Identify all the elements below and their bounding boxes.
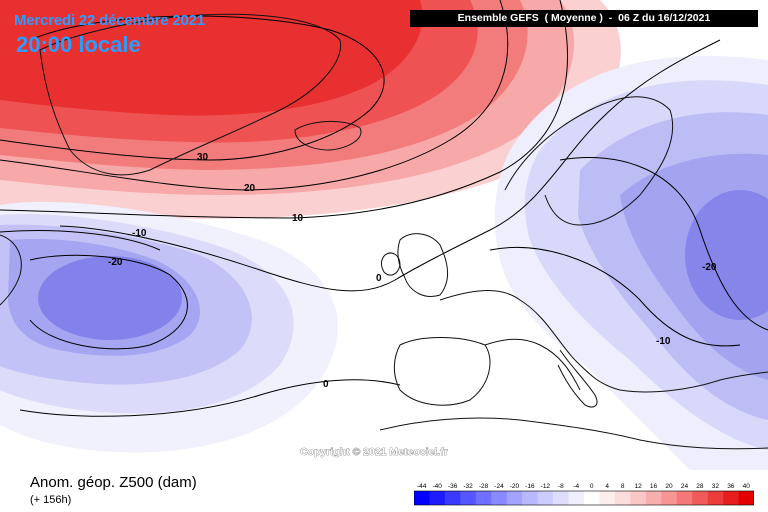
- legend-swatch: [707, 491, 724, 505]
- legend-tick-label: -36: [448, 483, 458, 490]
- contour-lines: [0, 0, 768, 417]
- legend-tick-label: -12: [541, 483, 551, 490]
- legend-swatch: [522, 491, 538, 505]
- contour-labels: 30 20 10 0 -10 -20 -20 -10 0: [108, 152, 717, 390]
- contour-label: 20: [244, 183, 256, 194]
- legend-tick-label: -40: [432, 483, 442, 490]
- forecast-date: Mercredi 22 décembre 2021: [14, 12, 205, 29]
- legend-tick-label: -4: [573, 483, 579, 490]
- legend-swatch: [414, 491, 430, 505]
- legend-tick-label: -16: [525, 483, 535, 490]
- legend-swatch: [429, 491, 446, 505]
- legend-border: [414, 490, 754, 506]
- coastlines: [0, 13, 768, 450]
- color-scale-legend: -44 -40 -36 -32 -28 -24 -20 -16 -12 -8 -4 0 4 8 12 16 20…: [414, 483, 754, 506]
- contour-label: 0: [376, 273, 382, 284]
- legend-tick-label: 24: [681, 483, 689, 490]
- contour-label: -10: [656, 336, 671, 347]
- legend-swatch: [491, 491, 508, 505]
- anomaly-map: 30 20 10 0 -10 -20 -20 -10 0: [0, 0, 768, 470]
- legend-swatch: [568, 491, 585, 505]
- legend-swatch: [537, 491, 554, 505]
- legend-swatch: [614, 491, 631, 505]
- legend-tick-label: -8: [558, 483, 564, 490]
- contour-label: -10: [132, 228, 147, 239]
- legend-tick-label: -24: [494, 483, 504, 490]
- legend-swatch: [692, 491, 708, 505]
- legend-tick-label: 8: [621, 483, 625, 490]
- legend-tick-label: 28: [696, 483, 704, 490]
- legend-tick-label: 4: [605, 483, 609, 490]
- parameter-label: Anom. géop. Z500 (dam): [30, 474, 197, 491]
- legend-tick-label: -32: [463, 483, 473, 490]
- forecast-time: 20:00 locale: [16, 32, 141, 57]
- legend-swatch: [676, 491, 693, 505]
- copyright-watermark: Copyright © 2021 Meteociel.fr: [300, 446, 448, 458]
- contour-label: 10: [292, 213, 304, 224]
- contour-label: -20: [702, 262, 717, 273]
- legend-tick-label: -20: [510, 483, 520, 490]
- legend-tick-label: 40: [743, 483, 751, 490]
- legend-swatch: [475, 491, 492, 505]
- legend-swatch: [444, 491, 461, 505]
- legend-swatch: [553, 491, 569, 505]
- legend-swatch: [599, 491, 616, 505]
- legend-tick-label: -28: [479, 483, 489, 490]
- legend-swatch: [506, 491, 523, 505]
- legend-tick-label: 36: [727, 483, 735, 490]
- legend-tick-label: 32: [712, 483, 720, 490]
- contour-label: -20: [108, 257, 123, 268]
- legend-swatch: [661, 491, 678, 505]
- legend-swatch: [630, 491, 647, 505]
- legend-tick-label: 12: [634, 483, 642, 490]
- legend-tick-label: 0: [590, 483, 594, 490]
- legend-swatch: [584, 491, 600, 505]
- legend-swatch: [460, 491, 477, 505]
- run-info-banner: Ensemble GEFS ( Moyenne ) - 06 Z du 16/1…: [410, 10, 758, 27]
- negative-anomaly-west: [0, 201, 338, 453]
- contour-label: 30: [197, 152, 209, 163]
- legend-swatch: [723, 491, 739, 505]
- legend-swatch: [738, 491, 754, 505]
- lead-time-label: (+ 156h): [30, 494, 72, 506]
- contour-label: 0: [323, 379, 329, 390]
- legend-tick-label: 20: [665, 483, 673, 490]
- legend-tick-label: 16: [650, 483, 658, 490]
- legend-tick-label: -44: [417, 483, 427, 490]
- legend-swatch: [645, 491, 662, 505]
